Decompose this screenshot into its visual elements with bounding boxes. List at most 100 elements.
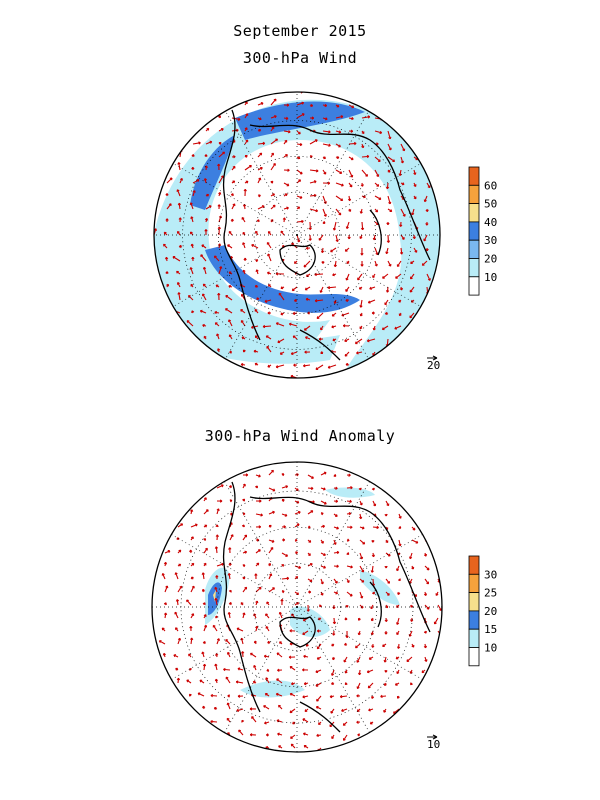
- wind-vector-head: [308, 238, 312, 241]
- wind-vector-head: [396, 632, 400, 636]
- wind-vector-head: [288, 655, 292, 659]
- wind-vector-head: [188, 653, 191, 657]
- wind-vector: [257, 152, 263, 158]
- wind-vector-head: [241, 719, 245, 723]
- wind-vector: [268, 487, 276, 492]
- wind-vector-head: [299, 195, 303, 199]
- lat-lon-grid: [152, 462, 442, 752]
- wind-vector-head: [294, 261, 297, 264]
- wind-vector: [437, 604, 442, 611]
- wind-vector-head: [369, 721, 373, 725]
- wind-vector-head: [275, 365, 279, 369]
- wind-vector: [276, 322, 285, 327]
- wind-vector-head: [383, 683, 387, 687]
- wind-vector-head: [356, 351, 359, 355]
- wind-vector-head: [190, 536, 194, 540]
- wind-vector-head: [256, 562, 260, 566]
- wind-vector-head: [252, 680, 256, 684]
- wind-vector-head: [346, 538, 350, 542]
- wind-vector-head: [315, 670, 319, 674]
- wind-vector: [218, 151, 225, 158]
- wind-vector: [236, 708, 244, 712]
- wind-vector-head: [311, 116, 315, 120]
- wind-vector-head: [243, 188, 247, 192]
- wind-vector: [294, 511, 301, 515]
- wind-vector-head: [386, 503, 390, 507]
- wind-vector: [190, 216, 194, 223]
- wind-vector-head: [266, 601, 270, 605]
- wind-vector: [302, 718, 309, 723]
- wind-vector-head: [254, 335, 258, 338]
- wind-vector-head: [249, 707, 253, 711]
- wind-vector-head: [165, 193, 169, 196]
- wind-vector-head: [296, 523, 300, 527]
- wind-vector-head: [379, 130, 383, 135]
- wind-vector-head: [423, 238, 427, 242]
- wind-vector-head: [280, 286, 284, 290]
- wind-vector: [387, 156, 395, 162]
- wind-vector-head: [203, 497, 207, 500]
- wind-vector-head: [243, 257, 247, 261]
- wind-vector-head: [163, 243, 166, 247]
- wind-vector-head: [245, 113, 249, 116]
- wind-vector-head: [331, 325, 334, 329]
- wind-vector-head: [411, 566, 415, 570]
- wind-vector: [406, 656, 413, 662]
- wind-vector-head: [289, 666, 293, 669]
- latitude-circle: [253, 191, 341, 279]
- wind-vector: [200, 310, 207, 314]
- wind-vector-head: [363, 195, 366, 199]
- wind-vector: [371, 565, 374, 573]
- wind-vector-head: [323, 214, 327, 217]
- wind-vector: [424, 195, 428, 202]
- wind-vector-head: [386, 222, 390, 226]
- wind-vector-head: [267, 253, 271, 257]
- coastlines: [222, 481, 431, 733]
- wind-vector-head: [266, 242, 270, 245]
- wind-vector-head: [165, 218, 169, 221]
- wind-vector-head: [190, 576, 194, 580]
- wind-vector-head: [308, 525, 311, 529]
- wind-vector-head: [272, 204, 276, 208]
- wind-vector-head: [218, 215, 223, 219]
- wind-vector-head: [249, 733, 253, 737]
- wind-vector: [380, 695, 387, 698]
- wind-vector-head: [202, 602, 206, 605]
- wind-vector-head: [338, 212, 342, 216]
- wind-vector-head: [385, 251, 389, 255]
- wind-vector-head: [368, 657, 372, 660]
- wind-vector-head: [272, 587, 275, 591]
- wind-vector-head: [284, 513, 288, 517]
- wind-vector-head: [398, 525, 402, 529]
- wind-vector-head: [258, 586, 262, 590]
- wind-vector: [241, 217, 246, 223]
- wind-vector-head: [270, 180, 274, 184]
- wind-vector: [398, 539, 401, 547]
- colorbar-label: 30: [484, 234, 497, 247]
- wind-vector-head: [168, 203, 172, 206]
- wind-vector-head: [258, 117, 262, 121]
- wind-vector: [228, 573, 231, 580]
- wind-vector-head: [268, 284, 271, 287]
- wind-vector: [203, 509, 209, 515]
- wind-vector-head: [382, 644, 385, 647]
- wind-vector: [210, 694, 218, 697]
- wind-vector-head: [272, 488, 276, 492]
- wind-vector: [231, 203, 236, 210]
- wind-vector: [268, 511, 275, 515]
- wind-vector-head: [348, 209, 352, 212]
- wind-vector-head: [388, 136, 392, 140]
- wind-vector-head: [244, 534, 248, 538]
- wind-vector-head: [189, 231, 193, 235]
- wind-vector-head: [295, 551, 299, 555]
- wind-vector-head: [357, 277, 360, 281]
- wind-vector-head: [320, 512, 324, 516]
- wind-vector: [395, 273, 402, 279]
- wind-vector: [197, 692, 205, 697]
- wind-vector: [277, 338, 285, 343]
- wind-vector-head: [228, 284, 232, 288]
- wind-vector-head: [351, 116, 354, 121]
- wind-vector: [359, 539, 365, 545]
- wind-vector-head: [273, 163, 276, 166]
- wind-vector-head: [356, 720, 359, 724]
